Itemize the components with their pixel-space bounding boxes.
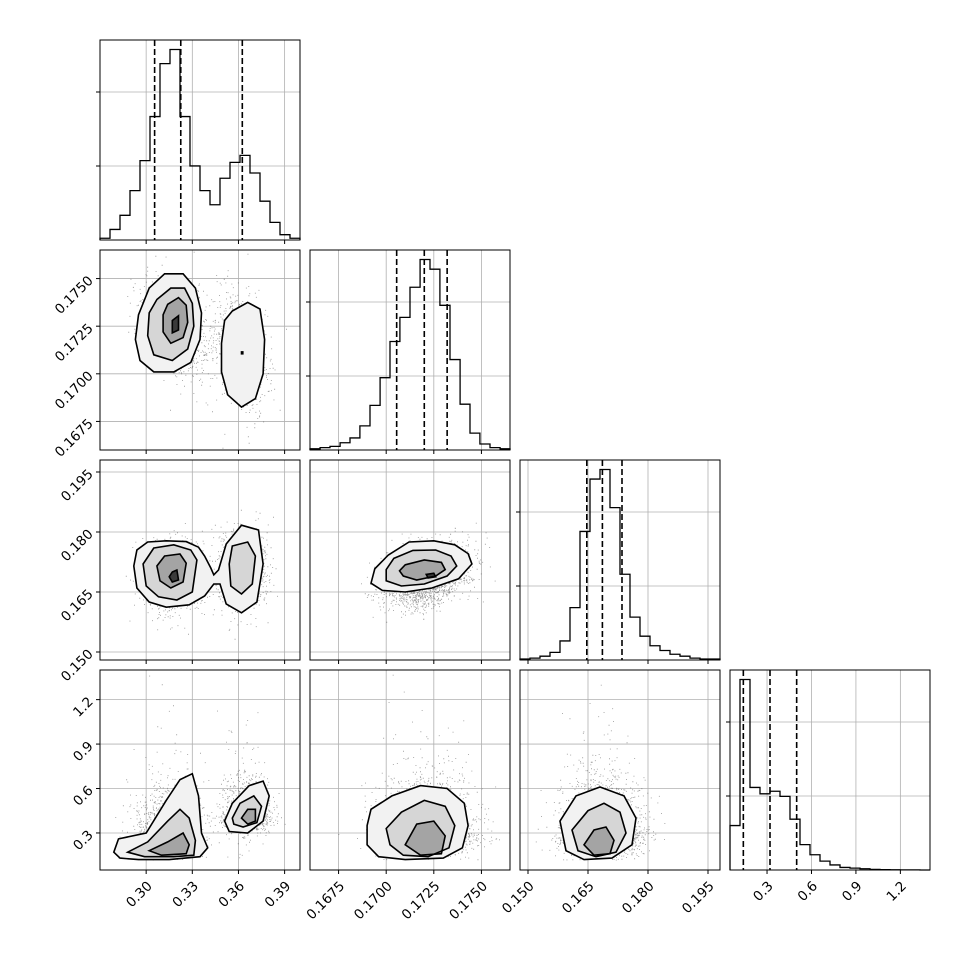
contour-line-middle-1 <box>385 799 456 858</box>
hist-panel-3 <box>726 669 931 871</box>
panel-frame <box>309 459 511 661</box>
panel-content <box>100 460 300 660</box>
contour-fill-middle-2 <box>229 542 256 594</box>
hist-panel-1 <box>306 249 511 451</box>
contour-line-inner-5 <box>240 808 257 826</box>
y-tick-label-2-1: 0.165 <box>58 586 97 625</box>
contour-line-outer-0 <box>134 273 203 373</box>
x-tick-label-0-1: 0.33 <box>169 878 202 911</box>
y-tick-label-1-3: 0.1750 <box>52 273 97 318</box>
panel-frame <box>519 459 721 661</box>
y-tick-label-1-0: 0.1675 <box>52 416 97 461</box>
hist-step-1 <box>309 258 511 450</box>
y-tick-label-1-2: 0.1725 <box>52 321 97 366</box>
panel-frame <box>99 39 301 241</box>
hist-step-0 <box>99 48 301 240</box>
panel-frame <box>729 669 931 871</box>
x-tick-label-1-1: 0.1700 <box>351 878 396 923</box>
hist-panel-2 <box>516 459 721 661</box>
panel-content <box>310 460 510 660</box>
x-tick-label-0-0: 0.30 <box>123 878 156 911</box>
pair-panel-0-2 <box>99 459 301 661</box>
panel-frame <box>99 669 301 871</box>
panel-frame <box>99 459 301 661</box>
pair-panel-1-2 <box>309 459 511 661</box>
y-tick-label-2-3: 0.195 <box>58 466 97 505</box>
panel-content <box>520 670 720 870</box>
contour-line-inner-3 <box>156 553 188 589</box>
panel-frame <box>99 249 301 451</box>
contour-line-middle-2 <box>146 287 195 362</box>
x-tick-label-3-0: 0.3 <box>750 878 777 905</box>
x-tick-label-1-0: 0.1675 <box>303 878 348 923</box>
x-tick-label-2-2: 0.180 <box>619 878 658 917</box>
contour-line-outer-1 <box>223 780 271 834</box>
contour-line-middle-3 <box>231 794 263 828</box>
x-tick-label-3-2: 0.9 <box>839 878 866 905</box>
y-tick-label-3-0: 0.3 <box>70 827 97 854</box>
contour-line-peak-3 <box>424 572 437 579</box>
contour-line-peak-5 <box>240 351 244 355</box>
contour-line-middle-1 <box>571 802 627 858</box>
x-tick-label-1-2: 0.1725 <box>399 878 444 923</box>
hist-panel-0 <box>96 39 301 241</box>
x-tick-label-0-3: 0.39 <box>262 878 295 911</box>
contour-line-middle-2 <box>125 808 197 858</box>
contour-line-inner-2 <box>582 826 615 857</box>
contour-line-inner-2 <box>404 820 447 857</box>
panel-content <box>100 670 300 870</box>
panel-frame <box>519 669 721 871</box>
pair-panel-0-1 <box>99 249 301 451</box>
panel-content <box>310 670 510 870</box>
pair-panel-2-3 <box>519 669 721 871</box>
y-tick-label-3-3: 1.2 <box>70 694 97 721</box>
contour-line-middle-1 <box>385 549 458 587</box>
y-tick-label-1-1: 0.1700 <box>52 368 97 413</box>
y-tick-label-2-2: 0.180 <box>58 526 97 565</box>
contour-line-inner-3 <box>162 296 189 345</box>
contour-fill-peak-4 <box>169 570 179 582</box>
contour-line-outer-0 <box>559 786 637 861</box>
contour-line-outer-0 <box>370 539 473 593</box>
contour-line-outer-1 <box>220 301 266 409</box>
contour-line-middle-2 <box>228 541 257 596</box>
pair-panel-0-3 <box>99 669 301 871</box>
x-tick-label-3-3: 1.2 <box>883 878 910 905</box>
x-tick-label-1-3: 0.1750 <box>446 878 491 923</box>
x-tick-label-0-2: 0.36 <box>216 878 249 911</box>
pair-panel-1-3 <box>309 669 511 871</box>
panel-frame <box>309 669 511 871</box>
hist-step-2 <box>519 468 721 660</box>
contour-line-middle-1 <box>142 543 198 601</box>
x-tick-label-2-0: 0.150 <box>499 878 538 917</box>
scatter-points <box>125 509 278 640</box>
x-tick-label-3-1: 0.6 <box>795 878 822 905</box>
contour-line-peak-4 <box>168 568 180 583</box>
contour-fill-outer-1 <box>221 302 265 408</box>
x-tick-label-2-3: 0.195 <box>679 878 718 917</box>
contour-fill-inner-2 <box>405 821 446 856</box>
y-tick-label-2-0: 0.150 <box>58 646 97 685</box>
y-tick-label-3-2: 0.9 <box>70 738 97 765</box>
y-tick-label-3-1: 0.6 <box>70 783 97 810</box>
contour-line-inner-4 <box>147 831 191 857</box>
panel-content <box>100 250 300 450</box>
x-tick-label-2-1: 0.165 <box>559 878 598 917</box>
contour-line-outer-0 <box>112 772 209 861</box>
contour-line-peak-4 <box>171 314 180 335</box>
contour-line-outer-0 <box>366 784 469 861</box>
contour-fill-inner-4 <box>149 833 190 856</box>
contour-line-outer-0 <box>132 524 264 614</box>
panel-frame <box>309 249 511 451</box>
